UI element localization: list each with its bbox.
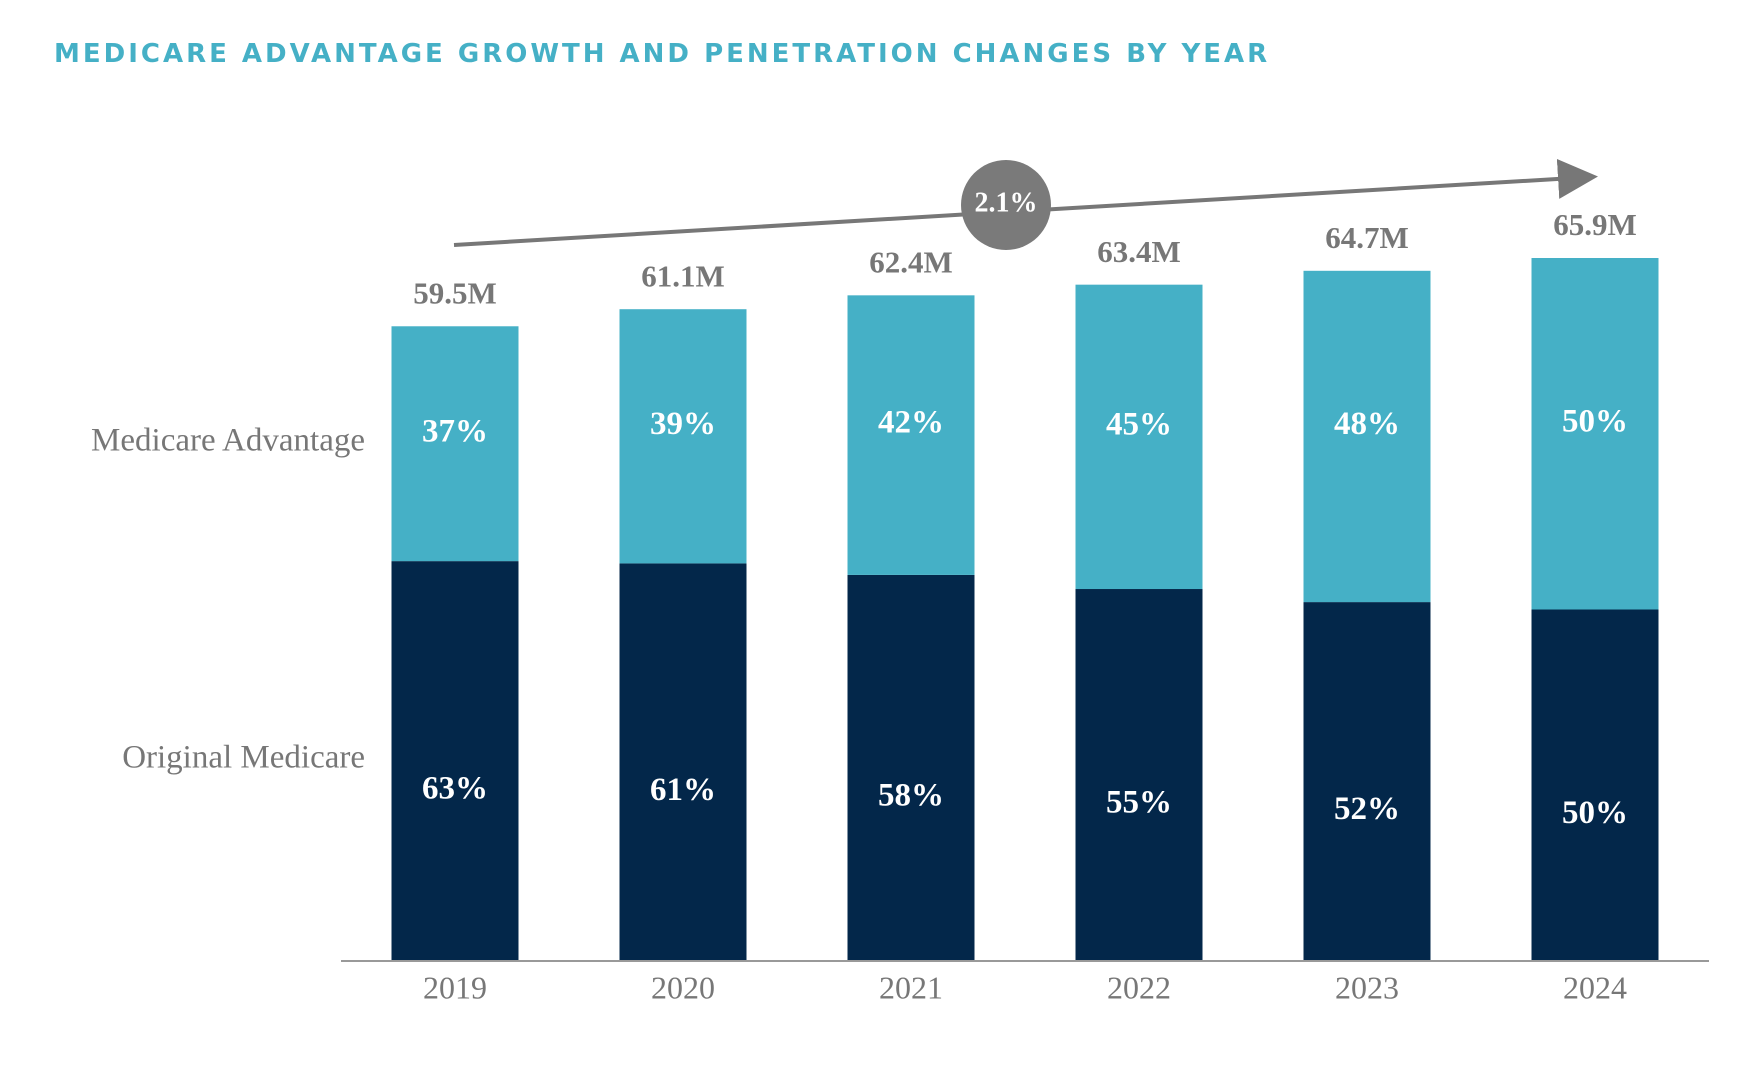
x-tick-label: 2021 — [879, 969, 943, 1005]
bar-segment — [391, 326, 519, 562]
total-label: 62.4M — [869, 244, 953, 279]
segment-label: 63% — [422, 771, 488, 807]
segment-label: 61% — [650, 772, 716, 808]
total-label: 65.9M — [1553, 207, 1637, 242]
segment-label: 50% — [1562, 795, 1628, 831]
bar-segment — [391, 561, 519, 961]
segment-label: 45% — [1106, 406, 1172, 442]
legend-label: Original Medicare — [122, 740, 365, 776]
segment-label: 52% — [1334, 791, 1400, 827]
bar-segment — [1531, 258, 1659, 610]
growth-label: 2.1% — [975, 187, 1038, 218]
segment-label: 48% — [1334, 406, 1400, 442]
x-tick-label: 2023 — [1335, 969, 1399, 1005]
total-label: 59.5M — [413, 275, 497, 310]
growth-badge — [961, 160, 1051, 250]
x-tick-label: 2019 — [423, 969, 487, 1005]
segment-label: 55% — [1106, 785, 1172, 821]
total-label: 63.4M — [1097, 234, 1181, 269]
bar-segment — [619, 563, 747, 961]
total-label: 64.7M — [1325, 220, 1409, 255]
x-tick-label: 2022 — [1107, 969, 1171, 1005]
segment-label: 39% — [650, 406, 716, 442]
segment-label: 37% — [422, 413, 488, 449]
segment-label: 58% — [878, 778, 944, 814]
legend-label: Medicare Advantage — [91, 423, 365, 459]
x-tick-label: 2024 — [1563, 969, 1627, 1005]
segment-label: 50% — [1562, 403, 1628, 439]
bar-segment — [847, 295, 975, 575]
bar-segment — [847, 574, 975, 961]
bar-segment — [1531, 609, 1659, 961]
bar-segment — [619, 309, 747, 564]
segment-label: 42% — [878, 405, 944, 441]
total-label: 61.1M — [641, 258, 725, 293]
bar-segment — [1075, 589, 1203, 961]
bar-segment — [1303, 270, 1431, 603]
chart-title: MEDICARE ADVANTAGE GROWTH AND PENETRATIO… — [54, 39, 1270, 69]
bar-segment — [1075, 284, 1203, 590]
bar-segment — [1303, 602, 1431, 961]
x-tick-label: 2020 — [651, 969, 715, 1005]
